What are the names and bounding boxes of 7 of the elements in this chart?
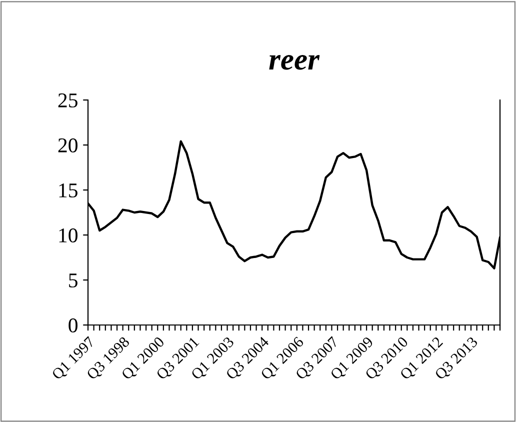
y-tick-label: 5 [69, 274, 78, 288]
y-tick-label: 10 [59, 228, 78, 242]
y-tick-label: 15 [59, 183, 78, 198]
y-tick-label: 20 [58, 138, 78, 152]
chart-title: reer [269, 55, 320, 70]
y-tick-label: 25 [58, 93, 78, 108]
y-tick-label: 0 [68, 318, 78, 332]
